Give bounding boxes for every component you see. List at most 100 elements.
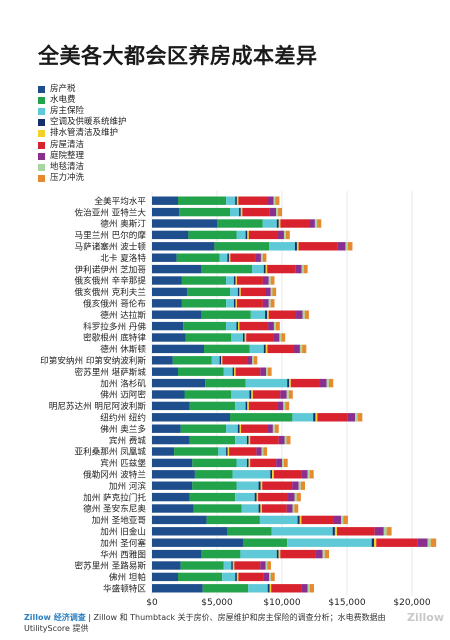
bar-segment bbox=[265, 287, 271, 297]
bar-segment bbox=[262, 219, 277, 228]
bar-segment bbox=[189, 401, 236, 411]
bar-segment bbox=[152, 378, 206, 388]
category-label: 明尼苏达州 明尼阿波利斯 bbox=[49, 400, 147, 412]
bar-segment bbox=[276, 458, 282, 468]
bar-segment bbox=[231, 561, 233, 570]
bar-segment bbox=[263, 344, 266, 354]
bar-segment bbox=[309, 584, 314, 593]
legend-label: 排水管清洁及维护 bbox=[50, 128, 119, 139]
bar-segment bbox=[152, 538, 243, 547]
watermark-logo: Zillow bbox=[406, 611, 444, 624]
bar-segment bbox=[265, 264, 268, 274]
bar-segment bbox=[234, 367, 236, 376]
bar-segment bbox=[244, 333, 247, 342]
bar-segment bbox=[278, 219, 281, 228]
bar-segment bbox=[180, 424, 227, 433]
bar-segment bbox=[309, 219, 315, 228]
category-label: 佛州 奥兰多 bbox=[100, 423, 146, 435]
bar-segment bbox=[275, 321, 280, 331]
bar-segment bbox=[246, 333, 274, 342]
bar-segment bbox=[255, 253, 261, 262]
bar-segment bbox=[288, 390, 293, 399]
bar-segment bbox=[250, 435, 279, 445]
bar-segment bbox=[238, 196, 268, 205]
bar-segment bbox=[317, 413, 348, 422]
bar-segment bbox=[298, 481, 301, 490]
bar-segment bbox=[268, 321, 274, 331]
bar-segment bbox=[292, 413, 314, 422]
category-label: 俄亥俄州 哥伦布 bbox=[83, 298, 146, 310]
bar-segment bbox=[178, 196, 227, 205]
category-label: 纽约州 纽约 bbox=[100, 412, 146, 424]
bar-segment bbox=[228, 253, 231, 262]
bar-segment bbox=[260, 367, 267, 376]
bar-segment bbox=[152, 264, 202, 274]
bar-segment bbox=[278, 207, 282, 217]
bar-segment bbox=[251, 390, 253, 399]
bar-segment bbox=[230, 413, 293, 422]
bar-segment bbox=[292, 504, 295, 513]
bar-segment bbox=[183, 321, 227, 331]
legend-item: 空调及供暖系统维护 bbox=[38, 117, 127, 128]
legend-item: 水电费 bbox=[38, 95, 127, 106]
bar-segment bbox=[303, 264, 308, 274]
bar-segment bbox=[247, 230, 249, 240]
bar-segment bbox=[334, 515, 342, 525]
category-label: 德州 奥斯汀 bbox=[100, 218, 146, 230]
bar-segment bbox=[236, 230, 246, 240]
bar-segment bbox=[236, 196, 239, 205]
bar-segment bbox=[219, 356, 222, 365]
bar-segment bbox=[273, 333, 280, 342]
category-label: 佛州 坦帕 bbox=[109, 571, 146, 583]
bar-segment bbox=[281, 333, 286, 342]
bar-segment bbox=[232, 367, 235, 376]
bar-segment bbox=[181, 276, 227, 285]
bar-segment bbox=[374, 538, 377, 547]
x-tick-label: $5,000 bbox=[201, 598, 233, 608]
bar-segment bbox=[152, 344, 204, 354]
bar-segment bbox=[184, 390, 232, 399]
category-label: 加州 萨克拉门托 bbox=[83, 491, 146, 503]
bar-segment bbox=[192, 481, 237, 490]
bar-segment bbox=[176, 253, 220, 262]
bar-segment bbox=[238, 572, 264, 582]
bar-segment bbox=[247, 356, 253, 365]
bar-segment bbox=[201, 310, 251, 319]
bar-segment bbox=[293, 344, 300, 354]
category-label: 华州 西雅图 bbox=[100, 548, 146, 560]
bar-segment bbox=[298, 242, 338, 251]
bar-segment bbox=[283, 230, 286, 240]
bar-segment bbox=[217, 219, 263, 228]
bar-segment bbox=[313, 413, 316, 422]
bar-segment bbox=[226, 196, 236, 205]
bar-segment bbox=[250, 458, 277, 468]
bar-segment bbox=[336, 527, 375, 536]
bar-segment bbox=[280, 219, 310, 228]
bar-segment bbox=[260, 481, 263, 490]
bar-segment bbox=[152, 458, 193, 468]
bar-segment bbox=[267, 367, 272, 376]
bar-segment bbox=[222, 356, 248, 365]
bar-segment bbox=[201, 264, 253, 274]
bar-segment bbox=[202, 584, 249, 593]
bar-segment bbox=[152, 447, 175, 456]
bar-segment bbox=[245, 378, 288, 388]
bar-segment bbox=[268, 276, 271, 285]
bar-segment bbox=[260, 504, 262, 513]
bar-segment bbox=[263, 264, 266, 274]
bar-segment bbox=[376, 538, 418, 547]
bar-segment bbox=[172, 356, 212, 365]
bar-segment bbox=[294, 492, 297, 502]
bar-segment bbox=[268, 310, 297, 319]
category-label: 俄亥俄州 克利夫兰 bbox=[75, 286, 147, 298]
bar-segment bbox=[280, 390, 287, 399]
bar-segment bbox=[248, 230, 278, 240]
bar-segment bbox=[267, 310, 269, 319]
bar-segment bbox=[152, 424, 181, 433]
bar-segment bbox=[307, 584, 310, 593]
category-label: 伊利诺伊州 芝加哥 bbox=[75, 263, 147, 275]
bar-segment bbox=[261, 447, 264, 456]
bar-segment bbox=[287, 538, 372, 547]
bar-segment bbox=[246, 458, 249, 468]
bar-segment bbox=[245, 401, 248, 411]
